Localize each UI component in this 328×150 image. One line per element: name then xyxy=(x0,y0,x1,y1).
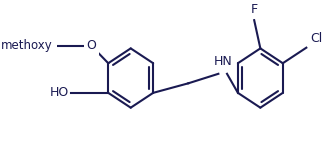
Text: O: O xyxy=(86,39,96,52)
Text: Cl: Cl xyxy=(310,32,322,45)
Text: methoxy: methoxy xyxy=(1,39,53,52)
Text: F: F xyxy=(251,3,258,16)
Text: HN: HN xyxy=(214,55,233,68)
Text: HO: HO xyxy=(50,86,69,99)
